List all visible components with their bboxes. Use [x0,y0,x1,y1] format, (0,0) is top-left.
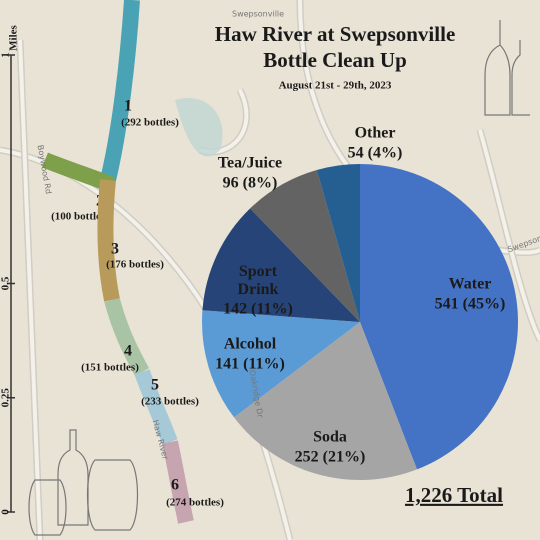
slice-label: Soda [313,429,347,446]
chart-date: August 21st - 29th, 2023 [279,80,392,92]
segment-number: 4 [124,343,132,360]
segment-bottles: (151 bottles) [81,362,139,374]
river: 1(292 bottles)2(100 bottles)3(176 bottle… [42,0,224,524]
river-segment [97,179,120,302]
chart-title: Haw River at Swepsonville [215,22,456,46]
pie-slice [316,164,360,322]
segment-bottles: (233 bottles) [141,396,199,408]
pie-slice [202,208,360,322]
segment-number: 3 [111,241,119,258]
segment-bottles: (176 bottles) [106,259,164,271]
miles-axis: Miles 0 0.25 0.5 1 [0,24,20,514]
slice-value-label: 96 (8%) [223,175,278,192]
axis-title: Miles [8,24,20,50]
river-segment [162,440,194,524]
river-segment [134,369,178,445]
total-label: 1,226 Total [405,483,503,507]
slice-label: Tea/Juice [218,155,282,172]
slice-value-label: 541 (45%) [435,296,506,313]
slice-label: Water [449,276,492,293]
y-tick-label: 0 [0,509,12,515]
segment-bottles: (292 bottles) [121,117,179,129]
place-label: Swepsonville [232,10,284,19]
slice-value-label: 142 (11%) [223,301,293,318]
segment-number: 6 [171,477,179,494]
slice-value-label: 54 (4%) [348,145,403,162]
river-segment [100,0,140,182]
y-tick-label: 0.5 [0,276,12,290]
segment-number: 5 [151,377,159,394]
slice-label: Other [355,125,396,142]
segment-bottles: (274 bottles) [166,497,224,509]
slice-label: Alcohol [224,336,277,353]
slice-value-label: 252 (21%) [295,449,366,466]
pie: Water 541 (45%) Soda 252 (21%) Alcohol 141 (1… [202,125,518,481]
slice-label: Sport Drink [238,263,279,298]
segment-bottles: (100 bottles) [51,211,109,223]
y-tick-label: 1 [0,52,12,58]
segment-number: 1 [124,98,132,115]
river-segment [104,297,150,376]
slice-value-label: 141 (11%) [215,356,285,373]
pie-slice [234,322,417,481]
chart-subtitle: Bottle Clean Up [263,48,407,72]
pie-slice [202,310,360,418]
bottle-sketches [28,20,530,536]
pie-slice [360,164,518,470]
pie-slice [250,170,360,322]
y-tick-label: 0.25 [0,388,12,408]
